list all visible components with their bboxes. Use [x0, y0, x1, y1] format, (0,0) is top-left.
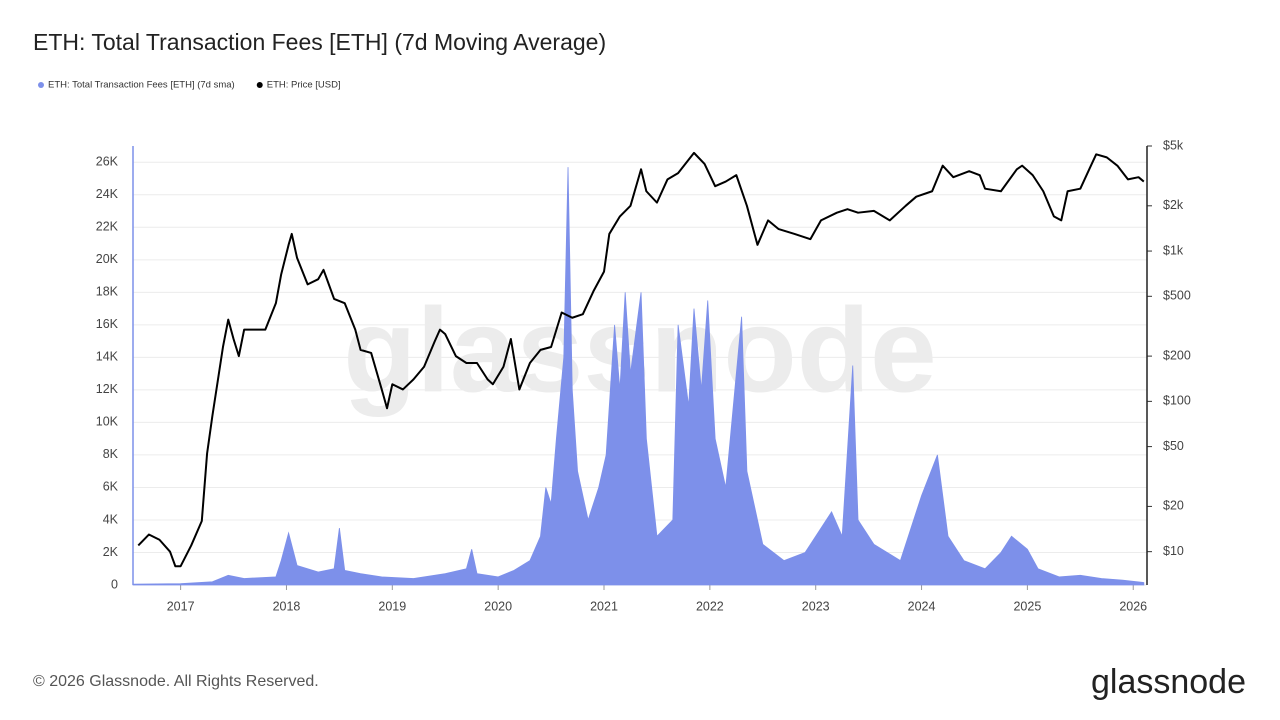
y2-tick-label: $10 [1163, 544, 1184, 558]
y-tick-label: 0 [111, 577, 118, 591]
y-tick-label: 8K [103, 447, 119, 461]
y-tick-label: 12K [96, 382, 119, 396]
y-tick-label: 4K [103, 512, 119, 526]
legend-label: ETH: Price [USD] [267, 80, 341, 91]
x-tick-label: 2025 [1013, 599, 1041, 613]
legend-marker [38, 82, 44, 88]
y2-tick-label: $200 [1163, 348, 1191, 362]
footer: © 2026 Glassnode. All Rights Reserved. [33, 673, 319, 690]
y-tick-label: 16K [96, 317, 119, 331]
y2-tick-label: $50 [1163, 439, 1184, 453]
y-tick-label: 10K [96, 415, 119, 429]
y2-tick-label: $1k [1163, 243, 1184, 257]
x-tick-label: 2019 [378, 599, 406, 613]
x-tick-label: 2026 [1119, 599, 1147, 613]
y-tick-label: 6K [103, 480, 119, 494]
x-tick-label: 2017 [167, 599, 195, 613]
y-tick-label: 20K [96, 252, 119, 266]
y-tick-label: 18K [96, 285, 119, 299]
y-tick-label: 22K [96, 220, 119, 234]
y2-tick-label: $20 [1163, 499, 1184, 513]
area [132, 167, 1145, 586]
y-tick-label: 26K [96, 155, 119, 169]
x-tick-label: 2020 [484, 599, 512, 613]
y2-tick-label: $2k [1163, 198, 1184, 212]
y-tick-label: 24K [96, 187, 119, 201]
x-tick-label: 2018 [273, 599, 301, 613]
y2-tick-label: $100 [1163, 394, 1191, 408]
legend-label: ETH: Total Transaction Fees [ETH] (7d sm… [48, 80, 235, 91]
y2-tick-label: $500 [1163, 289, 1191, 303]
x-tick-label: 2022 [696, 599, 724, 613]
legend: ETH: Total Transaction Fees [ETH] (7d sm… [38, 80, 341, 91]
y-tick-label: 14K [96, 350, 119, 364]
x-tick-label: 2021 [590, 599, 618, 613]
y2-tick-label: $5k [1163, 138, 1184, 152]
legend-marker [256, 82, 263, 88]
chart-title: ETH: Total Transaction Fees [ETH] (7d Mo… [33, 29, 606, 55]
x-tick-label: 2024 [908, 599, 936, 613]
y-tick-label: 2K [103, 545, 119, 559]
logo: glassnode [1091, 663, 1246, 701]
x-tick-label: 2023 [802, 599, 830, 613]
price-line [137, 151, 1145, 568]
